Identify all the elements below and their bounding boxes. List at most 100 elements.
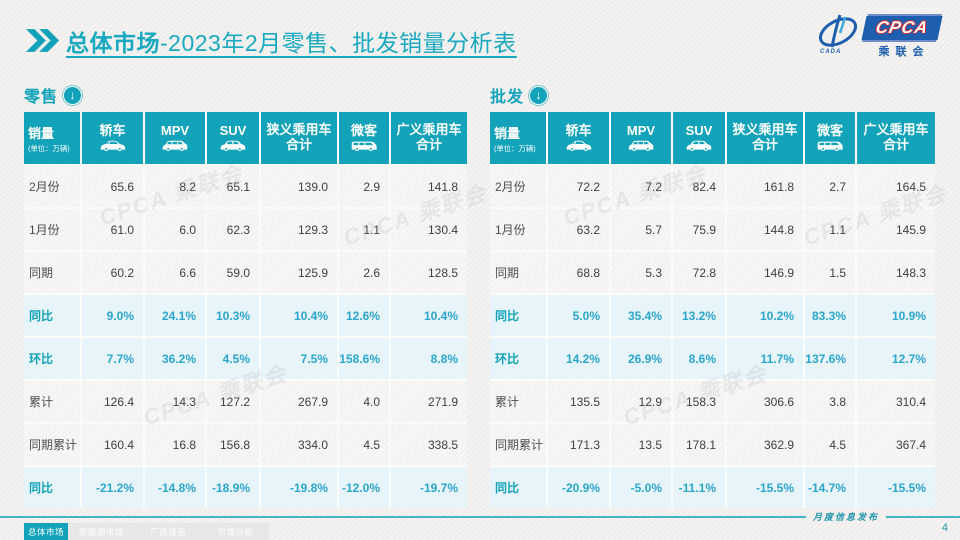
wholesale-cell: 72.8: [673, 252, 725, 293]
retail-cell: 61.0: [82, 209, 143, 250]
wholesale-cell: 178.1: [673, 424, 725, 465]
retail-cell: 125.9: [261, 252, 337, 293]
retail-header-narrow-total: 狭义乘用车 合计: [261, 112, 337, 164]
wholesale-cell: 12.7%: [857, 338, 935, 379]
wholesale-cell: 7.2: [611, 166, 671, 207]
retail-cell: -14.8%: [145, 467, 205, 508]
retail-cell: 6.6: [145, 252, 205, 293]
wholesale-cell: -15.5%: [727, 467, 803, 508]
wholesale-section-header: 批发 ↓: [490, 84, 935, 106]
mpv-icon: [160, 139, 190, 152]
wholesale-section: 批发 ↓ 销量 (单位：万辆) 轿车 MPV SUV 狭义乘用车 合计 微客 广义乘用车 合计 2月…: [490, 84, 935, 508]
page-number: 4: [941, 522, 948, 534]
wholesale-cell: 8.6%: [673, 338, 725, 379]
cpca-badge: CPCA: [861, 16, 943, 40]
cada-swoosh-icon: [816, 13, 862, 58]
retail-cell: 14.3: [145, 381, 205, 422]
retail-header-suv: SUV: [207, 112, 259, 164]
retail-cell: 16.8: [145, 424, 205, 465]
retail-cell: 4.5: [339, 424, 389, 465]
tab-nev-market[interactable]: 新能源市场: [68, 523, 135, 540]
wholesale-cell: -15.5%: [857, 467, 935, 508]
wholesale-table: 销量 (单位：万辆) 轿车 MPV SUV 狭义乘用车 合计 微客 广义乘用车 合计 2月份 72.2…: [490, 112, 935, 508]
retail-row-label: 同期累计: [24, 424, 80, 465]
release-note: 月度信息发布: [812, 512, 879, 522]
wholesale-row-label: 1月份: [490, 209, 546, 250]
retail-cell: 8.8%: [391, 338, 467, 379]
wholesale-cell: 72.2: [548, 166, 609, 207]
tab-market-analysis[interactable]: 市场分析: [202, 523, 269, 540]
suv-icon: [218, 139, 248, 152]
wholesale-cell: 13.2%: [673, 295, 725, 336]
retail-row-label: 1月份: [24, 209, 80, 250]
retail-header-broad-total: 广义乘用车 合计: [391, 112, 467, 164]
retail-row-label: 同比: [24, 295, 80, 336]
wholesale-cell: 5.3: [611, 252, 671, 293]
retail-cell: 128.5: [391, 252, 467, 293]
wholesale-cell: 306.6: [727, 381, 803, 422]
wholesale-cell: 4.5: [805, 424, 855, 465]
wholesale-cell: 148.3: [857, 252, 935, 293]
retail-cell: 4.0: [339, 381, 389, 422]
wholesale-cell: 171.3: [548, 424, 609, 465]
wholesale-cell: 35.4%: [611, 295, 671, 336]
retail-cell: 338.5: [391, 424, 467, 465]
down-arrow-circle-icon: ↓: [529, 85, 549, 105]
retail-cell: 334.0: [261, 424, 337, 465]
retail-cell: 127.2: [207, 381, 259, 422]
retail-cell: 10.4%: [391, 295, 467, 336]
wholesale-row-label: 2月份: [490, 166, 546, 207]
retail-cell: 36.2%: [145, 338, 205, 379]
retail-cell: 1.1: [339, 209, 389, 250]
wholesale-cell: 11.7%: [727, 338, 803, 379]
wholesale-header-mpv: MPV: [611, 112, 671, 164]
wholesale-cell: 63.2: [548, 209, 609, 250]
wholesale-cell: 137.6%: [805, 338, 855, 379]
retail-cell: 130.4: [391, 209, 467, 250]
suv-icon: [684, 139, 714, 152]
retail-cell: 126.4: [82, 381, 143, 422]
retail-label: 零售: [24, 89, 59, 106]
retail-section-header: 零售 ↓: [24, 84, 467, 106]
retail-cell: 12.6%: [339, 295, 389, 336]
wholesale-cell: 135.5: [548, 381, 609, 422]
page-title: 总体市场-2023年2月零售、批发销量分析表: [66, 24, 517, 58]
sedan-icon: [98, 139, 128, 152]
wholesale-header-broad-total: 广义乘用车 合计: [857, 112, 935, 164]
retail-cell: -18.9%: [207, 467, 259, 508]
mpv-icon: [626, 139, 656, 152]
retail-cell: 7.7%: [82, 338, 143, 379]
retail-cell: 60.2: [82, 252, 143, 293]
retail-cell: 7.5%: [261, 338, 337, 379]
retail-cell: 10.4%: [261, 295, 337, 336]
cpca-logo: CADA CPCA 乘联会: [816, 11, 944, 61]
wholesale-row-label: 同比: [490, 467, 546, 508]
wholesale-cell: 14.2%: [548, 338, 609, 379]
wholesale-cell: 82.4: [673, 166, 725, 207]
double-chevron-icon: [26, 29, 60, 57]
tab-oem-ranking[interactable]: 厂商排名: [135, 523, 202, 540]
wholesale-cell: 68.8: [548, 252, 609, 293]
wholesale-cell: 362.9: [727, 424, 803, 465]
wholesale-cell: 10.9%: [857, 295, 935, 336]
retail-cell: 141.8: [391, 166, 467, 207]
retail-row-label: 环比: [24, 338, 80, 379]
wholesale-row-label: 同期: [490, 252, 546, 293]
wholesale-cell: 75.9: [673, 209, 725, 250]
retail-cell: 271.9: [391, 381, 467, 422]
wholesale-header-narrow-total: 狭义乘用车 合计: [727, 112, 803, 164]
retail-cell: 2.9: [339, 166, 389, 207]
tab-overall-market[interactable]: 总体市场: [24, 523, 68, 540]
retail-row-label: 2月份: [24, 166, 80, 207]
cpca-text: CPCA: [873, 18, 931, 37]
logo-cada-label: CADA: [820, 49, 842, 55]
wholesale-row-label: 环比: [490, 338, 546, 379]
retail-cell: 156.8: [207, 424, 259, 465]
wholesale-cell: -5.0%: [611, 467, 671, 508]
wholesale-cell: 83.3%: [805, 295, 855, 336]
retail-header-sales: 销量 (单位：万辆): [24, 112, 80, 164]
retail-cell: 59.0: [207, 252, 259, 293]
wholesale-row-label: 累计: [490, 381, 546, 422]
footer-tab-bar: 总体市场 新能源市场 厂商排名 市场分析: [24, 523, 269, 540]
wholesale-cell: 310.4: [857, 381, 935, 422]
